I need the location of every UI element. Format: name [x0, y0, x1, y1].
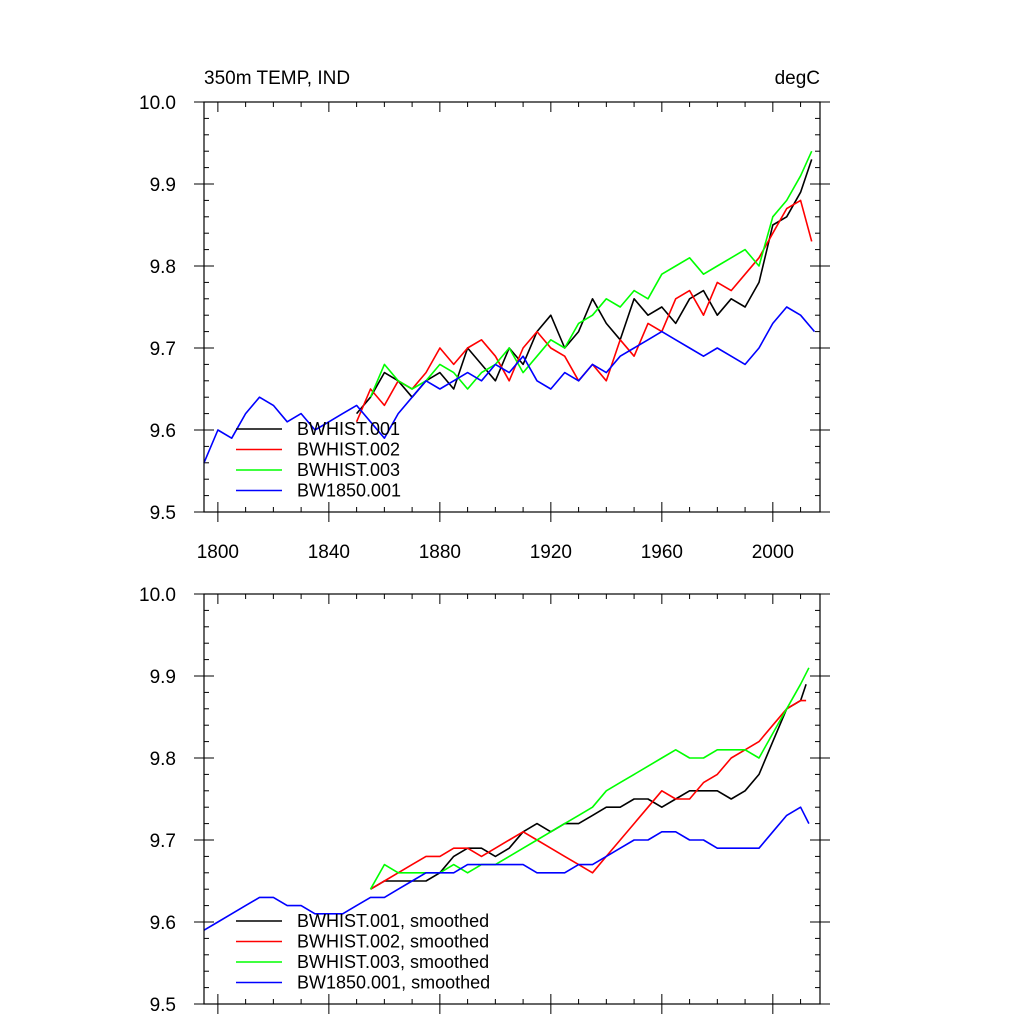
- series-line-bwhist-002-smoothed: [370, 699, 807, 890]
- series-line-bwhist-003: [369, 150, 813, 398]
- y-tick-label: 9.7: [150, 831, 176, 852]
- bottom-panel: 9.5 9.6 9.7 9.8 9.9 10.0 BWHIST.001, smoothed…: [139, 585, 830, 1016]
- series-line-bw1850-001-smoothed: [203, 806, 810, 931]
- series-line-bw1850-001: [203, 306, 816, 464]
- y-tick-label: 9.5: [150, 995, 176, 1016]
- x-tick-label: 2000: [752, 542, 794, 563]
- y-tick-label: 10.0: [139, 93, 176, 114]
- x-tick-label: 1920: [530, 542, 572, 563]
- panel-title-right: degC: [775, 68, 820, 89]
- y-tick-label: 9.5: [150, 503, 176, 524]
- legend-label: BWHIST.002, smoothed: [297, 932, 489, 952]
- y-tick-label: 9.7: [150, 339, 176, 360]
- series-line-bwhist-003-smoothed: [369, 667, 810, 890]
- y-tick-label: 9.6: [150, 421, 176, 442]
- top-panel: 350m TEMP, IND degC 1800 1840 1880 1920 1960…: [139, 68, 830, 563]
- x-tick-label: 1800: [197, 542, 239, 563]
- y-tick-label: 9.9: [150, 175, 176, 196]
- legend-label: BW1850.001: [297, 481, 401, 501]
- y-tick-label: 10.0: [139, 585, 176, 606]
- top-plot-frame: [203, 101, 821, 513]
- series-line-bwhist-001: [355, 159, 813, 415]
- x-tick-label: 1960: [641, 542, 683, 563]
- legend-label: BWHIST.002: [297, 440, 400, 460]
- series-line-bwhist-001-smoothed: [370, 683, 807, 890]
- legend-label: BWHIST.003, smoothed: [297, 952, 489, 972]
- x-tick-label: 1880: [419, 542, 461, 563]
- y-tick-label: 9.8: [150, 257, 176, 278]
- legend-label: BWHIST.001, smoothed: [297, 911, 489, 931]
- x-tick-label: 1840: [308, 542, 350, 563]
- legend-label: BWHIST.001: [297, 419, 400, 439]
- y-tick-label: 9.6: [150, 913, 176, 934]
- legend-label: BWHIST.003: [297, 460, 400, 480]
- panel-title-left: 350m TEMP, IND: [204, 68, 350, 89]
- y-tick-label: 9.9: [150, 667, 176, 688]
- bottom-plot-frame: [203, 593, 821, 1005]
- y-tick-label: 9.8: [150, 749, 176, 770]
- legend-label: BW1850.001, smoothed: [297, 973, 490, 993]
